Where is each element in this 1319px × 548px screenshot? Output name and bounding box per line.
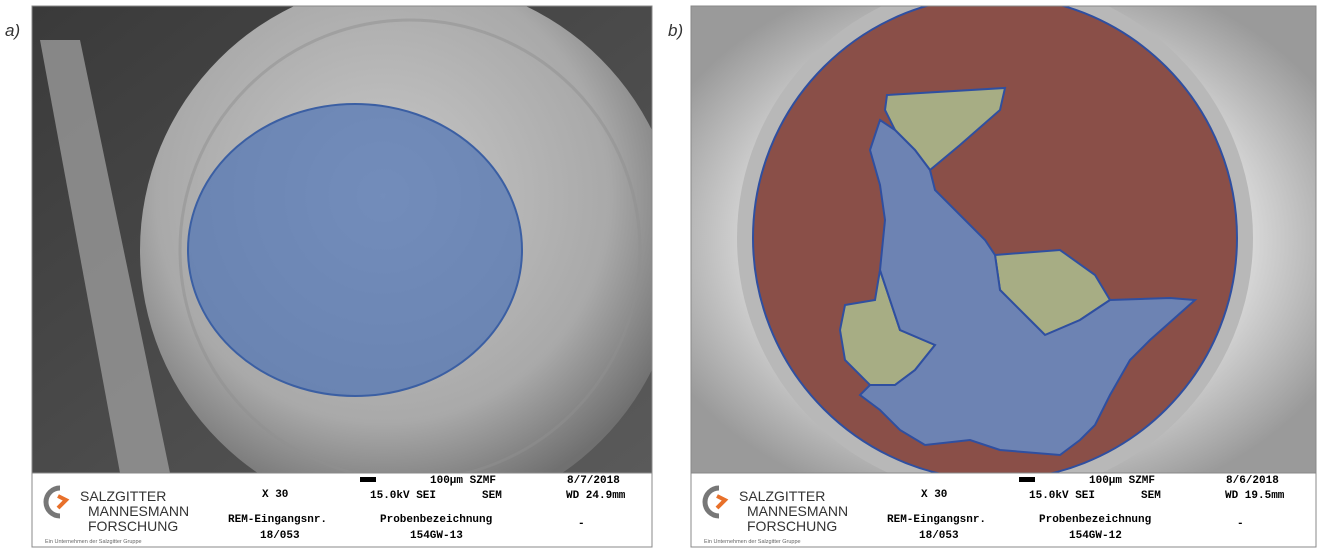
sem-magnification: X 30 (921, 489, 947, 501)
scale-bar (1019, 477, 1035, 482)
sem-image-a (32, 0, 680, 520)
sem-date: 8/7/2018 (567, 475, 620, 487)
sem-sample-name: 154GW-13 (410, 530, 463, 542)
sem-remark: - (1237, 518, 1244, 530)
sem-voltage: 15.0kV SEI (1029, 490, 1095, 502)
sem-magnification: X 30 (262, 489, 288, 501)
sem-working-distance: WD 24.9mm (566, 490, 626, 502)
panel-label: a) (5, 21, 20, 40)
sem-sample-label: Probenbezeichnung (1039, 514, 1151, 526)
logo-line: MANNESMANN (747, 503, 848, 519)
logo-tagline: Ein Unternehmen der Salzgitter Gruppe (45, 539, 142, 545)
sem-entry-label: REM-Eingangsnr. (887, 514, 986, 526)
scale-bar (360, 477, 376, 482)
sem-sample-name: 154GW-12 (1069, 530, 1122, 542)
logo-line: FORSCHUNG (747, 518, 837, 534)
sem-image-b (691, 0, 1316, 496)
logo-line: SALZGITTER (80, 488, 166, 504)
sem-entry-number: 18/053 (260, 530, 300, 542)
sem-scale: 100µm SZMF (430, 475, 496, 487)
sem-date: 8/6/2018 (1226, 475, 1279, 487)
sem-entry-label: REM-Eingangsnr. (228, 514, 327, 526)
logo-line: FORSCHUNG (88, 518, 178, 534)
panel-label: b) (668, 21, 683, 40)
sem-entry-number: 18/053 (919, 530, 959, 542)
sem-sample-label: Probenbezeichnung (380, 514, 492, 526)
sem-voltage: 15.0kV SEI (370, 490, 436, 502)
sem-mode: SEM (1141, 490, 1161, 502)
sem-mode: SEM (482, 490, 502, 502)
figure: a)SALZGITTERMANNESMANNFORSCHUNGEin Unter… (0, 0, 1319, 548)
sem-remark: - (578, 518, 585, 530)
sem-working-distance: WD 19.5mm (1225, 490, 1285, 502)
logo-line: MANNESMANN (88, 503, 189, 519)
sem-scale: 100µm SZMF (1089, 475, 1155, 487)
logo-tagline: Ein Unternehmen der Salzgitter Gruppe (704, 539, 801, 545)
logo-line: SALZGITTER (739, 488, 825, 504)
